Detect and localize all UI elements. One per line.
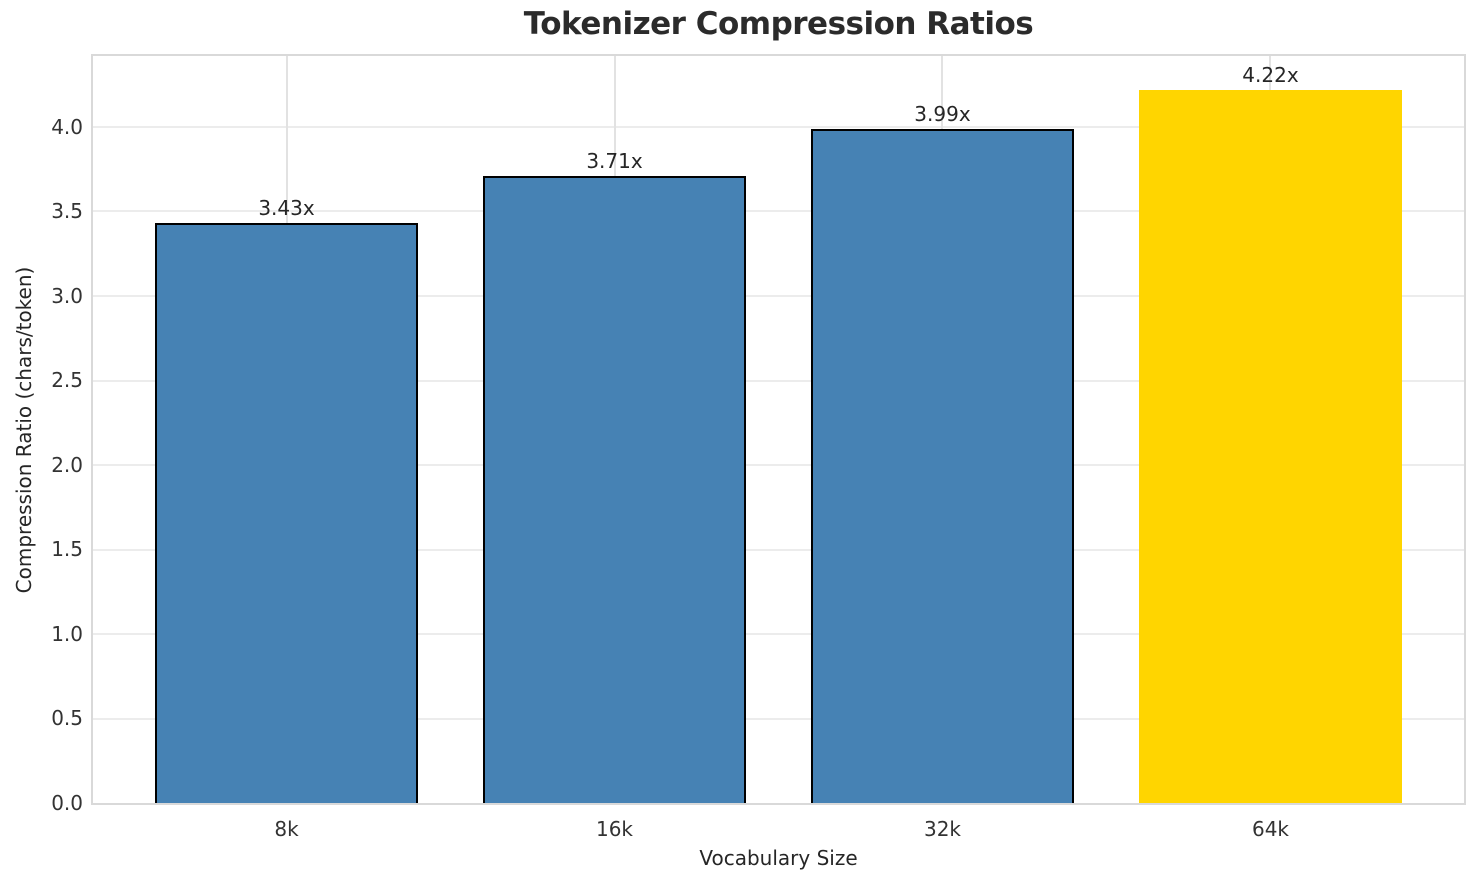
bar-16k [483,176,746,803]
y-tick-label: 4.0 [51,114,83,139]
h-gridline [93,210,1464,213]
bar-8k [155,223,418,803]
x-tick-label: 16k [595,817,634,841]
y-tick-label: 2.5 [51,368,83,393]
h-gridline [93,125,1464,128]
x-axis-label: Vocabulary Size [699,846,858,870]
y-tick-label: 0.5 [51,706,83,731]
y-tick-label: 0.0 [51,791,83,815]
y-tick-label: 1.0 [51,621,83,646]
h-gridline [93,464,1464,466]
chart-title: Tokenizer Compression Ratios [523,6,1034,42]
x-tick-label: 8k [274,817,299,841]
bar-value-label: 3.71x [586,149,643,173]
h-gridline [93,379,1464,382]
bar-64k [1139,89,1402,803]
bar-32k [811,128,1074,803]
bar-value-label: 3.99x [914,101,971,126]
y-tick-label: 1.5 [51,537,83,562]
y-tick-label: 3.5 [51,199,83,224]
h-gridline [93,633,1464,635]
x-tick-label: 64k [1251,817,1289,841]
y-tick-label: 2.0 [51,452,83,477]
plot-area: 3.43x 3.71x 3.99x 4.22x [91,54,1466,805]
h-gridline [93,717,1464,720]
y-tick-label: 3.0 [51,283,83,308]
x-tick-label: 32k [923,817,961,841]
h-gridline [93,548,1464,551]
bar-value-label: 4.22x [1242,62,1299,87]
bar-value-label: 3.43x [258,196,315,221]
h-gridline [93,295,1464,297]
